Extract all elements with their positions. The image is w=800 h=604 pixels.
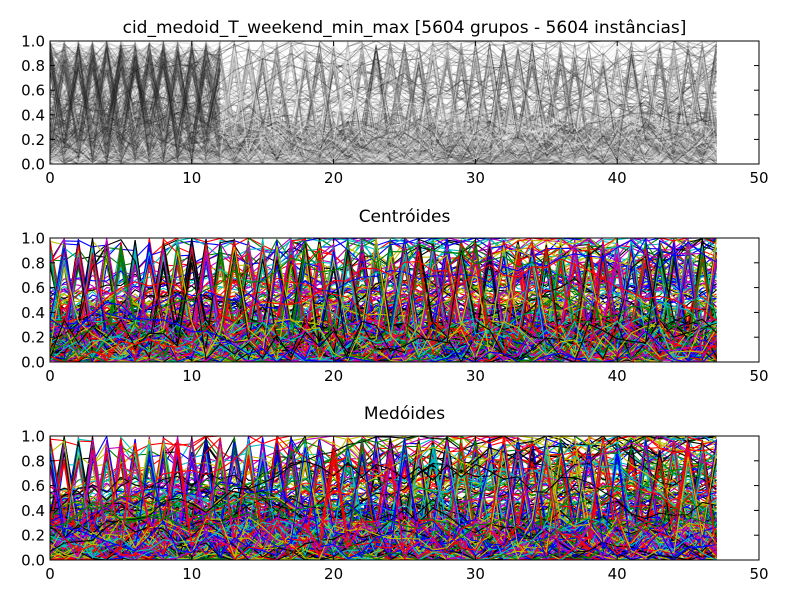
panel-1: cid_medoid_T_weekend_min_max [5604 grupo… — [21, 18, 768, 187]
y-tick-label: 0.2 — [21, 329, 45, 347]
panel-title: Medóides — [364, 404, 445, 424]
y-tick-label: 0.4 — [21, 304, 45, 322]
y-tick-label: 1.0 — [21, 33, 45, 51]
x-tick-label: 50 — [749, 565, 768, 583]
x-tick-label: 0 — [45, 565, 55, 583]
x-tick-label: 50 — [749, 367, 768, 385]
series-group — [50, 238, 717, 362]
y-tick-label: 0.8 — [21, 57, 45, 75]
y-tick-label: 0.0 — [21, 156, 45, 174]
x-tick-label: 20 — [324, 367, 343, 385]
y-tick-label: 0.8 — [21, 452, 45, 470]
y-tick-label: 0.8 — [21, 254, 45, 272]
series-group — [50, 436, 717, 560]
panel-title: cid_medoid_T_weekend_min_max [5604 grupo… — [123, 18, 687, 38]
series-group — [50, 41, 717, 164]
y-tick-label: 0.6 — [21, 82, 45, 100]
x-tick-label: 0 — [45, 367, 55, 385]
x-tick-label: 10 — [182, 367, 201, 385]
panel-2: Centróides 0 10 20 30 40 50 0.0 0.2 0.4 0.6 0.8 1.0 — [21, 207, 768, 385]
y-tick-label: 0.6 — [21, 279, 45, 297]
y-tick-label: 0.0 — [21, 552, 45, 570]
x-tick-label: 50 — [749, 169, 768, 187]
y-tick-label: 0.2 — [21, 131, 45, 149]
x-tick-label: 20 — [324, 565, 343, 583]
y-tick-label: 1.0 — [21, 230, 45, 248]
x-tick-label: 30 — [466, 367, 485, 385]
x-tick-label: 0 — [45, 169, 55, 187]
y-tick-label: 0.0 — [21, 354, 45, 372]
y-tick-label: 0.4 — [21, 106, 45, 124]
x-tick-label: 30 — [466, 565, 485, 583]
panel-3: Medóides 0 10 20 30 40 50 0.0 0.2 0.4 0.6 0.8 1.0 — [21, 404, 768, 583]
y-tick-label: 1.0 — [21, 428, 45, 446]
x-tick-label: 10 — [182, 565, 201, 583]
x-tick-label: 20 — [324, 169, 343, 187]
x-tick-label: 10 — [182, 169, 201, 187]
x-tick-label: 30 — [466, 169, 485, 187]
y-tick-label: 0.2 — [21, 527, 45, 545]
y-tick-label: 0.6 — [21, 477, 45, 495]
x-tick-label: 40 — [608, 565, 627, 583]
y-tick-label: 0.4 — [21, 502, 45, 520]
panel-title: Centróides — [359, 207, 451, 227]
x-tick-label: 40 — [608, 367, 627, 385]
x-tick-label: 40 — [608, 169, 627, 187]
